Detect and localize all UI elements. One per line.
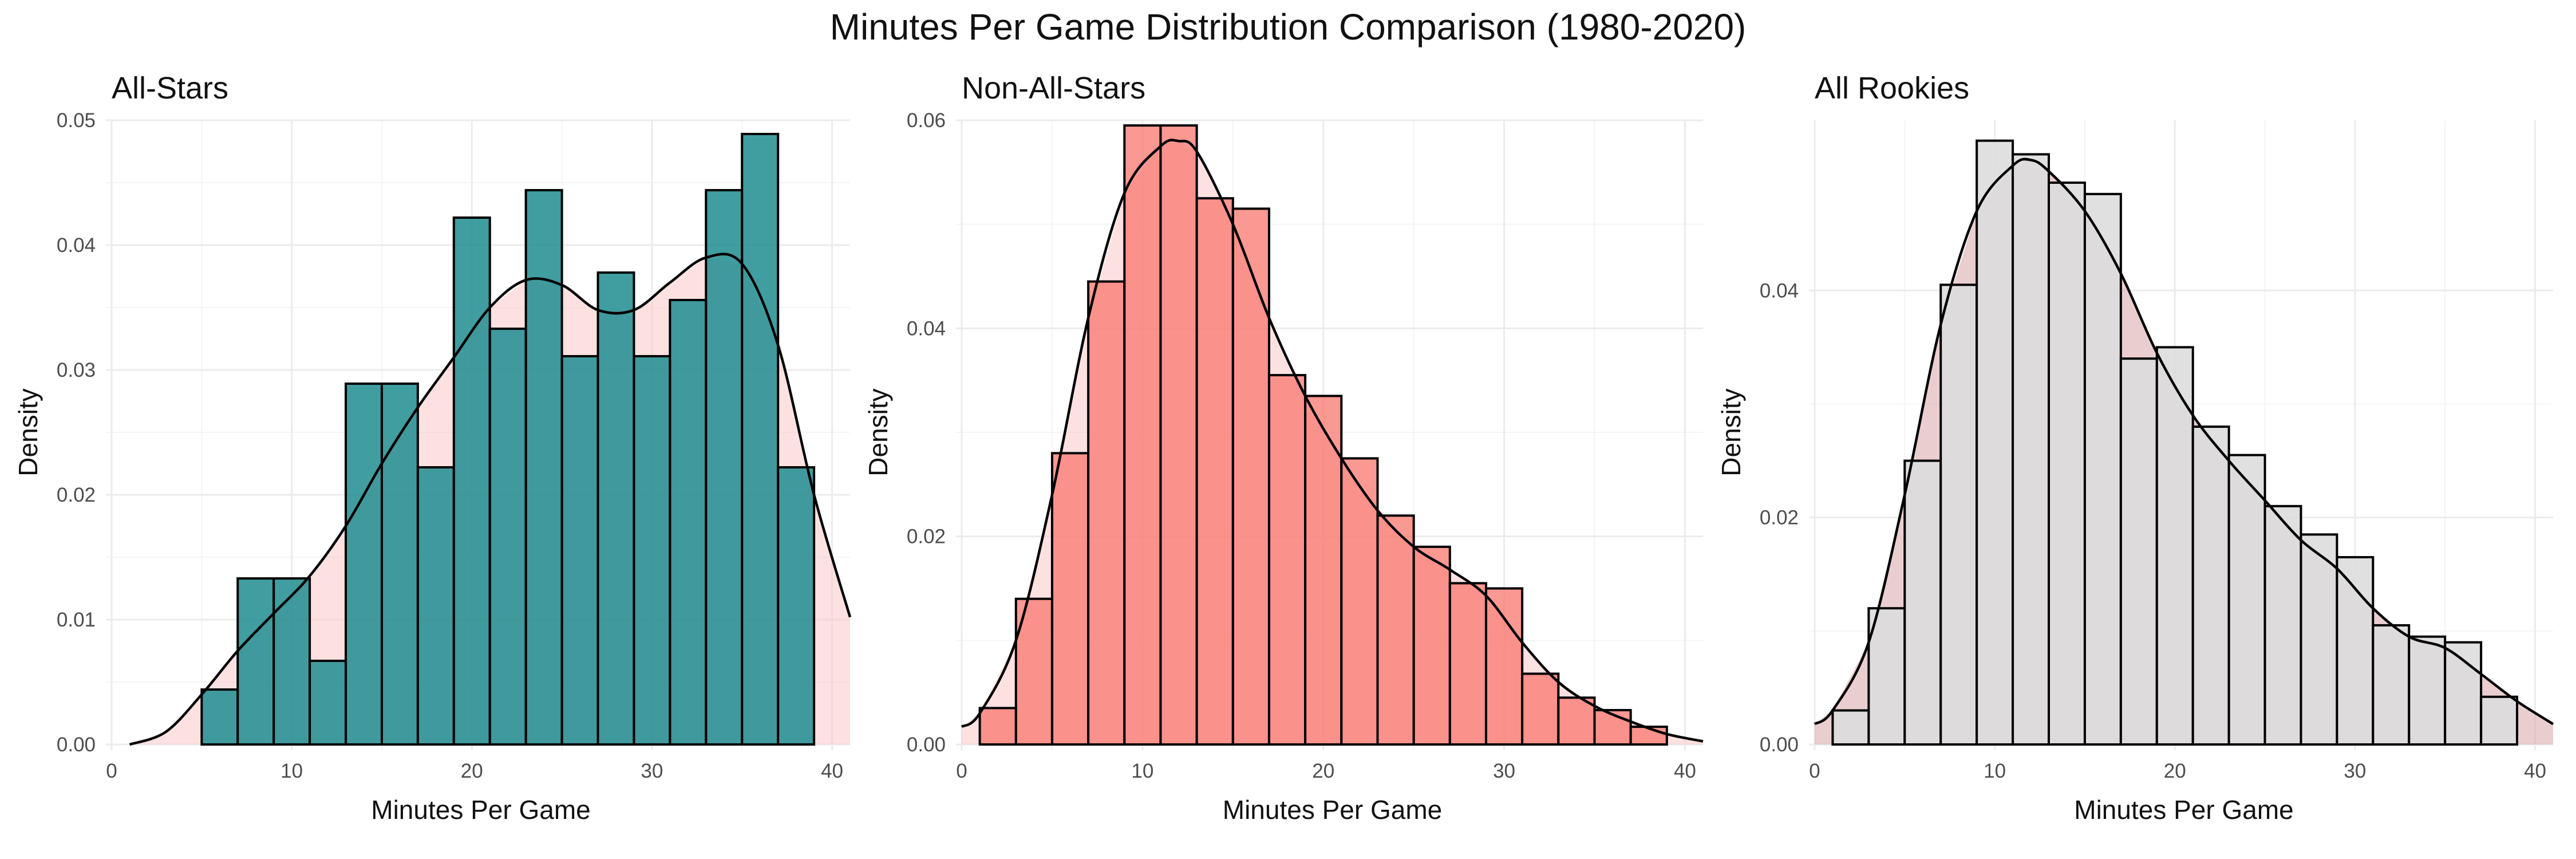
x-tick-label: 10: [280, 760, 303, 782]
y-tick-label: 0.02: [1760, 507, 1799, 529]
histogram-bar: [2480, 695, 2519, 746]
histogram-bar: [524, 189, 563, 746]
histogram-bar: [236, 577, 275, 746]
histogram-bar: [1231, 207, 1270, 746]
histogram-bar: [1629, 726, 1668, 746]
histogram-bar: [2372, 624, 2411, 746]
histogram-bar: [2012, 153, 2050, 746]
x-tick-label: 0: [106, 760, 117, 782]
panel-title: All Rookies: [1815, 71, 1969, 105]
y-tick-label: 0.03: [57, 359, 96, 381]
histogram-bar: [1831, 709, 1870, 746]
histogram-bar: [669, 298, 708, 746]
histogram-bar: [2408, 635, 2447, 746]
x-tick-label: 0: [1809, 760, 1820, 782]
histogram-bar: [2119, 357, 2158, 746]
histogram-bar: [1448, 582, 1487, 746]
histogram-bar: [596, 271, 635, 746]
histogram-bar: [1304, 395, 1343, 746]
histogram-bar: [309, 659, 347, 746]
histogram-bar: [1976, 139, 2014, 746]
histogram-bar: [345, 382, 383, 746]
histogram-bar: [1521, 672, 1560, 746]
histogram-bar: [2048, 182, 2086, 746]
x-tick-label: 10: [1984, 760, 2006, 782]
y-tick-label: 0.04: [907, 317, 946, 340]
x-tick-label: 30: [2344, 760, 2366, 782]
x-tick-label: 10: [1131, 760, 1153, 782]
histogram-bar: [1159, 124, 1198, 746]
histogram-bar: [380, 382, 419, 746]
histogram-bar: [2227, 454, 2266, 746]
histogram-bar: [2336, 556, 2374, 746]
histogram-bar: [1050, 452, 1090, 746]
histogram-bar: [560, 355, 599, 746]
x-tick-label: 40: [1674, 760, 1696, 782]
histogram-bar: [1939, 283, 1978, 746]
panel-title: All-Stars: [112, 71, 228, 105]
y-tick-label: 0.04: [1760, 279, 1799, 302]
x-tick-label: 20: [461, 760, 483, 782]
x-axis-label: Minutes Per Game: [2074, 795, 2293, 825]
x-tick-label: 30: [1493, 760, 1515, 782]
histogram-bar: [1087, 280, 1126, 746]
histogram-bar: [1484, 587, 1524, 746]
histogram-bar: [1593, 709, 1632, 746]
x-tick-label: 30: [641, 760, 663, 782]
histogram-bar: [1267, 374, 1307, 746]
density-line: [1814, 157, 2554, 726]
histogram-bar: [1340, 457, 1379, 746]
x-tick-label: 0: [956, 760, 967, 782]
x-axis-label: Minutes Per Game: [371, 795, 590, 825]
y-tick-label: 0.00: [57, 734, 96, 756]
y-tick-label: 0.02: [907, 526, 946, 548]
histogram-bar: [2263, 505, 2302, 746]
histogram-bar: [416, 466, 455, 746]
y-tick-label: 0.06: [907, 109, 946, 132]
histogram-bar: [633, 355, 671, 746]
x-axis-label: Minutes Per Game: [1223, 795, 1442, 825]
x-tick-label: 20: [1312, 760, 1334, 782]
histogram-bar: [1123, 124, 1162, 746]
histogram-bar: [2191, 425, 2230, 746]
histogram-bar: [452, 216, 491, 746]
chart-panel-2: 0 10 20 30 40 0.00 0.02 0.04 0.06 Minutes Per Gam…: [863, 71, 1704, 825]
x-tick-label: 20: [2164, 760, 2186, 782]
y-tick-label: 0.00: [907, 734, 946, 756]
histogram-bar: [1195, 197, 1234, 746]
histogram-bar: [1412, 545, 1451, 746]
x-tick-label: 40: [2524, 760, 2546, 782]
histogram-bar: [1903, 459, 1942, 746]
y-tick-label: 0.00: [1760, 734, 1799, 756]
histogram-bar: [705, 189, 744, 746]
chart-panel-3: 0 10 20 30 40 0.00 0.02 0.04 Minutes Per Game Den…: [1716, 71, 2554, 825]
y-axis-label: Density: [863, 388, 893, 476]
histogram-bar: [2300, 533, 2338, 746]
histogram-bar: [272, 577, 311, 746]
y-axis-label: Density: [13, 388, 43, 476]
y-axis-label: Density: [1716, 388, 1746, 476]
histogram-bar: [741, 132, 780, 746]
panel-title: Non-All-Stars: [962, 71, 1145, 105]
histogram-bar: [1557, 696, 1596, 746]
y-tick-label: 0.01: [57, 609, 96, 631]
histogram-bar: [2444, 641, 2483, 746]
histogram-bar: [1376, 514, 1415, 746]
histogram-bar: [978, 707, 1017, 746]
x-tick-label: 40: [821, 760, 843, 782]
histogram-bar: [777, 466, 816, 746]
chart-main-title: Minutes Per Game Distribution Comparison…: [829, 6, 1747, 48]
density-line: [129, 253, 852, 746]
y-tick-label: 0.05: [57, 109, 96, 132]
y-tick-label: 0.02: [57, 484, 96, 506]
histogram-bar: [488, 328, 527, 746]
histogram-bar: [2083, 192, 2122, 746]
density-line: [961, 139, 1704, 743]
histogram-bar: [200, 688, 239, 746]
chart-panel-1: 0 10 20 30 40 0.00 0.01 0.02 0.03 0.04 0.05 Minutes…: [13, 71, 852, 825]
y-tick-label: 0.04: [57, 234, 96, 257]
